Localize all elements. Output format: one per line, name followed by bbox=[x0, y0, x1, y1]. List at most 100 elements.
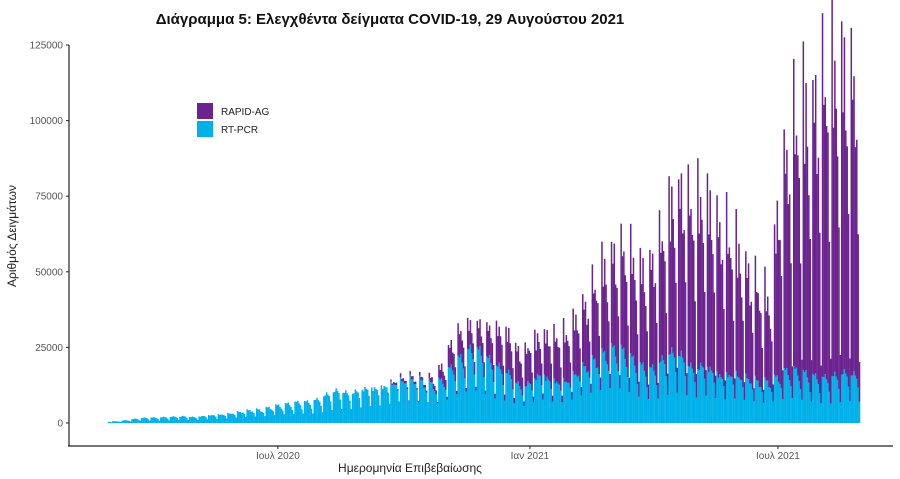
bar-rapid-ag bbox=[756, 292, 758, 381]
bar-rt-pcr bbox=[490, 363, 492, 423]
bar-rt-pcr bbox=[279, 406, 281, 423]
bar-rt-pcr bbox=[197, 419, 199, 423]
bar-rapid-ag bbox=[550, 363, 553, 390]
bar-rt-pcr bbox=[176, 418, 179, 423]
x-axis-label: Ημερομηνία Επιβεβαίωσης bbox=[338, 461, 482, 475]
bar-rt-pcr bbox=[199, 416, 202, 423]
bar-rt-pcr bbox=[382, 388, 384, 423]
bar-rt-pcr bbox=[562, 377, 565, 423]
bar-rapid-ag bbox=[455, 390, 458, 395]
bar-rapid-ag bbox=[701, 219, 703, 366]
bar-rapid-ag bbox=[747, 263, 750, 380]
bar-rapid-ag bbox=[676, 367, 679, 393]
bar-rapid-ag bbox=[645, 305, 647, 377]
bar-rt-pcr bbox=[498, 362, 500, 423]
bar-rt-pcr bbox=[243, 413, 246, 423]
bar-rt-pcr bbox=[206, 419, 209, 423]
bar-rt-pcr bbox=[612, 347, 614, 423]
bar-rt-pcr bbox=[350, 409, 353, 423]
bar-rt-pcr bbox=[205, 417, 207, 423]
bar-rt-pcr bbox=[606, 364, 609, 423]
bar-rt-pcr bbox=[688, 366, 691, 423]
bar-rapid-ag bbox=[525, 353, 528, 387]
bar-rt-pcr bbox=[239, 411, 242, 423]
bar-rt-pcr bbox=[580, 395, 583, 423]
bar-rt-pcr bbox=[686, 395, 688, 423]
bar-rt-pcr bbox=[331, 409, 333, 423]
bar-rt-pcr bbox=[798, 381, 800, 423]
bar-rt-pcr bbox=[464, 378, 466, 423]
bar-rt-pcr bbox=[214, 416, 217, 423]
bar-rt-pcr bbox=[460, 353, 462, 423]
bar-rt-pcr bbox=[753, 401, 755, 423]
bar-rapid-ag bbox=[765, 311, 768, 381]
bar-rt-pcr bbox=[160, 417, 162, 423]
bar-rt-pcr bbox=[825, 379, 828, 423]
bar-rapid-ag bbox=[635, 300, 637, 373]
bar-rapid-ag bbox=[520, 363, 522, 390]
bar-rt-pcr bbox=[823, 377, 825, 423]
bar-rt-pcr bbox=[808, 382, 810, 423]
bar-rapid-ag bbox=[650, 269, 653, 368]
bar-rt-pcr bbox=[238, 411, 240, 423]
bar-rapid-ag bbox=[684, 282, 687, 377]
bar-rt-pcr bbox=[253, 413, 255, 423]
bar-rt-pcr bbox=[461, 362, 463, 423]
bar-rapid-ag bbox=[514, 342, 517, 383]
bar-rt-pcr bbox=[121, 420, 124, 423]
bar-rt-pcr bbox=[135, 418, 137, 423]
bar-rt-pcr bbox=[531, 390, 533, 423]
bar-rt-pcr bbox=[769, 388, 772, 423]
bar-rt-pcr bbox=[484, 394, 487, 423]
bar-rapid-ag bbox=[809, 238, 811, 392]
bar-rt-pcr bbox=[856, 378, 858, 423]
bar-rt-pcr bbox=[255, 408, 258, 423]
bar-rt-pcr bbox=[513, 403, 516, 423]
bar-rapid-ag bbox=[768, 315, 770, 388]
bar-rapid-ag bbox=[834, 60, 836, 372]
bar-rt-pcr bbox=[723, 386, 725, 423]
bar-rapid-ag bbox=[458, 334, 461, 358]
bar-rapid-ag bbox=[405, 380, 407, 384]
bar-rt-pcr bbox=[228, 413, 231, 423]
bar-rt-pcr bbox=[316, 397, 318, 423]
bar-rt-pcr bbox=[762, 402, 765, 423]
bar-rt-pcr bbox=[338, 392, 340, 423]
bar-rt-pcr bbox=[617, 371, 620, 423]
bar-rt-pcr bbox=[546, 376, 548, 423]
bar-rapid-ag bbox=[854, 147, 857, 376]
bar-rt-pcr bbox=[302, 413, 305, 423]
bar-rt-pcr bbox=[631, 356, 633, 423]
bar-rapid-ag bbox=[425, 390, 428, 393]
bar-rt-pcr bbox=[235, 417, 237, 423]
bar-rapid-ag bbox=[432, 383, 435, 390]
bar-rapid-ag bbox=[797, 155, 799, 376]
bar-rapid-ag bbox=[614, 284, 617, 357]
bar-rapid-ag bbox=[557, 347, 559, 384]
bar-rt-pcr bbox=[658, 362, 661, 423]
bar-rt-pcr bbox=[740, 380, 743, 423]
bar-rt-pcr bbox=[525, 386, 528, 423]
bar-rt-pcr bbox=[487, 358, 490, 423]
bar-rt-pcr bbox=[443, 387, 446, 423]
bar-rt-pcr bbox=[838, 388, 840, 423]
bar-rapid-ag bbox=[728, 247, 731, 376]
bar-rt-pcr bbox=[401, 381, 403, 423]
bar-rapid-ag bbox=[457, 323, 459, 356]
bar-rapid-ag bbox=[619, 375, 621, 389]
bar-rt-pcr bbox=[528, 383, 531, 423]
bar-rt-pcr bbox=[275, 404, 277, 423]
bar-rapid-ag bbox=[735, 208, 737, 371]
bar-rt-pcr bbox=[324, 395, 326, 423]
bar-rt-pcr bbox=[195, 418, 198, 423]
bar-rt-pcr bbox=[538, 375, 540, 423]
bar-rapid-ag bbox=[738, 243, 740, 378]
bar-rt-pcr bbox=[217, 414, 220, 423]
bar-rt-pcr bbox=[632, 355, 635, 423]
bar-rt-pcr bbox=[665, 376, 668, 423]
bar-rapid-ag bbox=[646, 331, 648, 388]
bar-rt-pcr bbox=[669, 354, 672, 423]
bar-rt-pcr bbox=[249, 410, 251, 423]
bar-rapid-ag bbox=[523, 401, 525, 406]
